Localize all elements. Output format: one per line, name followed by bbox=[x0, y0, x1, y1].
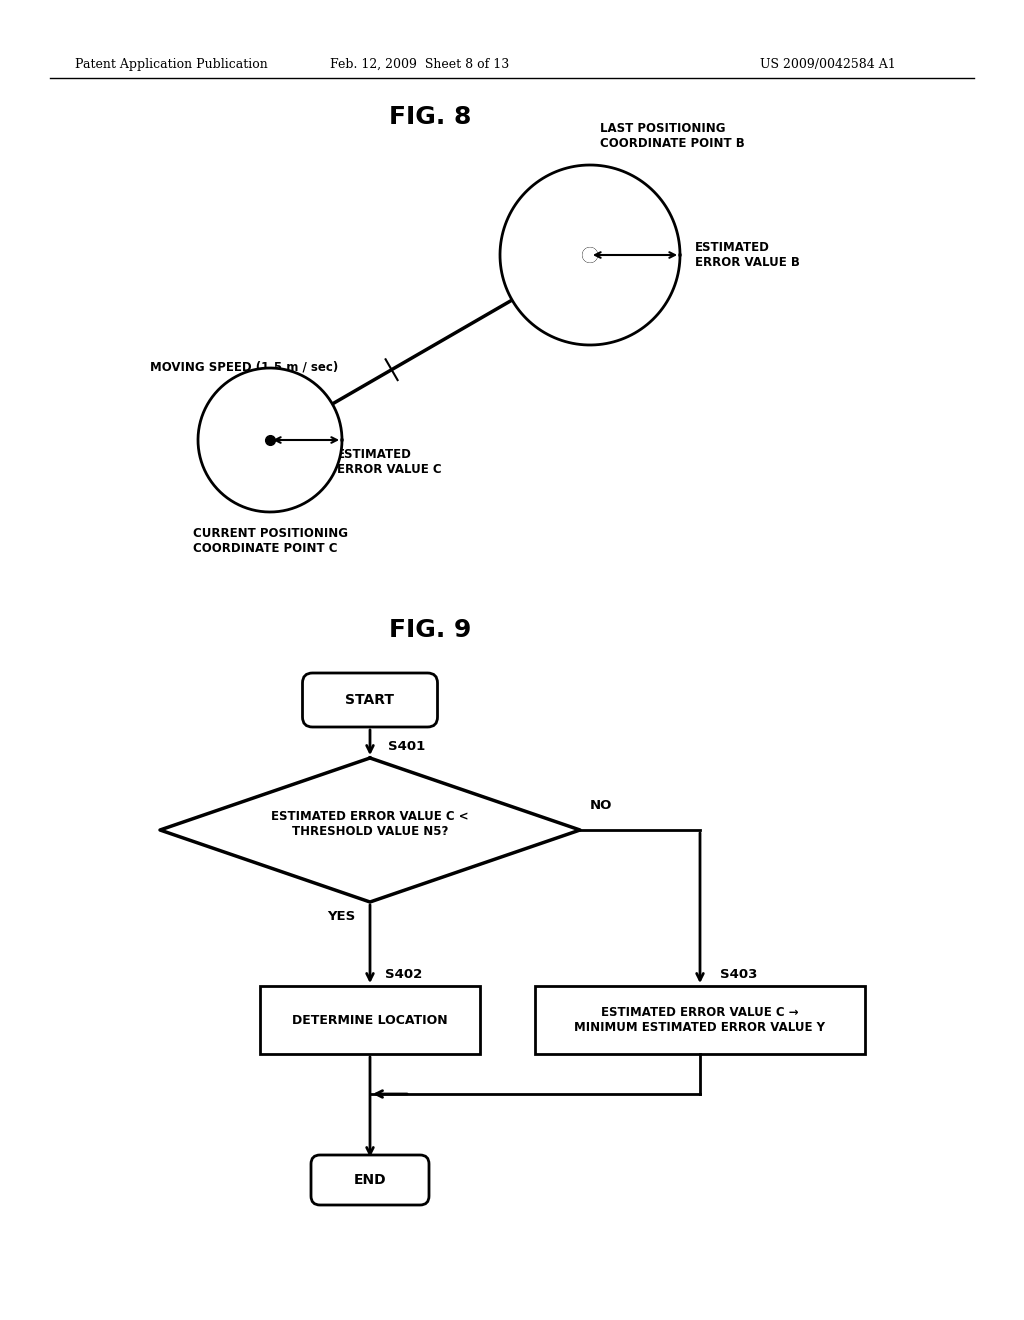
Text: YES: YES bbox=[327, 909, 355, 923]
FancyBboxPatch shape bbox=[311, 1155, 429, 1205]
Text: US 2009/0042584 A1: US 2009/0042584 A1 bbox=[760, 58, 896, 71]
Text: NO: NO bbox=[590, 799, 612, 812]
Text: END: END bbox=[353, 1173, 386, 1187]
Text: CURRENT POSITIONING
COORDINATE POINT C: CURRENT POSITIONING COORDINATE POINT C bbox=[193, 527, 348, 554]
Text: Patent Application Publication: Patent Application Publication bbox=[75, 58, 267, 71]
Text: DETERMINE LOCATION: DETERMINE LOCATION bbox=[292, 1014, 447, 1027]
Text: ESTIMATED ERROR VALUE C <
THRESHOLD VALUE N5?: ESTIMATED ERROR VALUE C < THRESHOLD VALU… bbox=[271, 810, 469, 838]
Text: LAST POSITIONING
COORDINATE POINT B: LAST POSITIONING COORDINATE POINT B bbox=[600, 121, 744, 150]
Text: ESTIMATED ERROR VALUE C →
MINIMUM ESTIMATED ERROR VALUE Y: ESTIMATED ERROR VALUE C → MINIMUM ESTIMA… bbox=[574, 1006, 825, 1034]
Text: Feb. 12, 2009  Sheet 8 of 13: Feb. 12, 2009 Sheet 8 of 13 bbox=[331, 58, 510, 71]
Polygon shape bbox=[500, 165, 680, 345]
Text: S403: S403 bbox=[720, 968, 758, 981]
Polygon shape bbox=[198, 368, 342, 512]
Text: S401: S401 bbox=[388, 741, 425, 752]
Bar bbox=[535, 986, 865, 1053]
Text: ESTIMATED
ERROR VALUE B: ESTIMATED ERROR VALUE B bbox=[695, 242, 800, 269]
Bar bbox=[260, 986, 480, 1053]
Polygon shape bbox=[160, 758, 580, 902]
Text: S402: S402 bbox=[385, 968, 422, 981]
Text: FIG. 8: FIG. 8 bbox=[389, 106, 471, 129]
Polygon shape bbox=[583, 248, 597, 261]
Text: FIG. 9: FIG. 9 bbox=[389, 618, 471, 642]
Text: MOVING SPEED (1.5 m / sec): MOVING SPEED (1.5 m / sec) bbox=[150, 360, 338, 374]
FancyBboxPatch shape bbox=[302, 673, 437, 727]
Text: ESTIMATED
ERROR VALUE C: ESTIMATED ERROR VALUE C bbox=[337, 447, 441, 477]
Text: START: START bbox=[345, 693, 394, 708]
